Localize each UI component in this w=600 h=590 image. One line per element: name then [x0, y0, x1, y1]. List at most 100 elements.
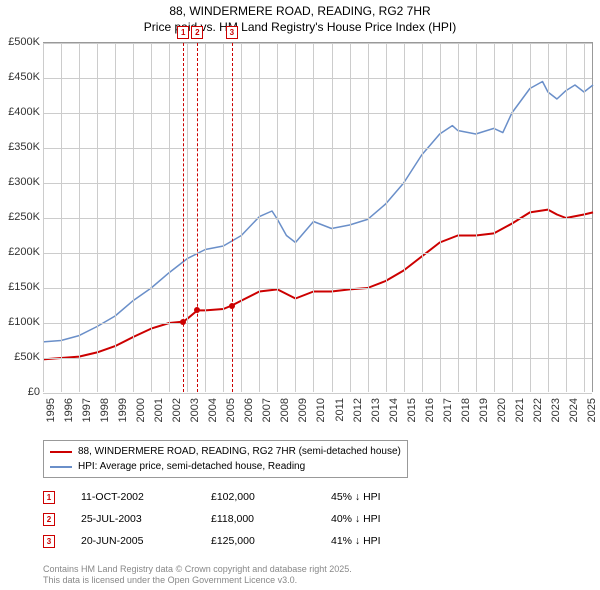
gridline-vertical — [43, 43, 44, 392]
sale-row: 3 20-JUN-2005£125,00041% ↓ HPI — [43, 530, 431, 552]
x-tick-label: 2000 — [135, 398, 147, 428]
y-tick-label: £350K — [0, 141, 40, 153]
y-tick-label: £300K — [0, 176, 40, 188]
sale-point — [180, 319, 186, 325]
gridline-vertical — [512, 43, 513, 392]
gridline-horizontal — [43, 393, 592, 394]
sale-row: 225-JUL-2003£118,00040% ↓ HPI — [43, 508, 431, 530]
x-tick-label: 2019 — [478, 398, 490, 428]
gridline-vertical — [115, 43, 116, 392]
plot-area — [43, 42, 593, 392]
y-tick-label: £450K — [0, 71, 40, 83]
gridline-vertical — [548, 43, 549, 392]
x-tick-label: 2002 — [171, 398, 183, 428]
x-tick-label: 2014 — [388, 398, 400, 428]
series-line-hpi — [43, 82, 593, 342]
x-tick-label: 2016 — [424, 398, 436, 428]
sale-price: £102,000 — [211, 491, 331, 503]
legend-label: 88, WINDERMERE ROAD, READING, RG2 7HR (s… — [78, 444, 401, 459]
x-tick-label: 2015 — [406, 398, 418, 428]
gridline-vertical — [584, 43, 585, 392]
gridline-horizontal — [43, 148, 592, 149]
x-tick-label: 2022 — [532, 398, 544, 428]
sale-point — [194, 307, 200, 313]
x-tick-label: 2005 — [225, 398, 237, 428]
sale-date: 25-JUL-2003 — [81, 513, 211, 525]
gridline-vertical — [151, 43, 152, 392]
legend-box: 88, WINDERMERE ROAD, READING, RG2 7HR (s… — [43, 440, 408, 478]
chart-container: 88, WINDERMERE ROAD, READING, RG2 7HR Pr… — [0, 0, 600, 590]
gridline-vertical — [187, 43, 188, 392]
sale-marker-badge: 1 — [177, 26, 189, 39]
sale-diff: 45% ↓ HPI — [331, 491, 431, 503]
gridline-vertical — [313, 43, 314, 392]
gridline-horizontal — [43, 43, 592, 44]
gridline-horizontal — [43, 288, 592, 289]
gridline-vertical — [241, 43, 242, 392]
sale-date: 20-JUN-2005 — [81, 535, 211, 547]
gridline-vertical — [259, 43, 260, 392]
footer-attribution: Contains HM Land Registry data © Crown c… — [43, 564, 352, 586]
legend-swatch — [50, 466, 72, 468]
sale-marker-badge: 2 — [191, 26, 203, 39]
sale-marker-line — [197, 43, 198, 392]
footer-line: Contains HM Land Registry data © Crown c… — [43, 564, 352, 575]
x-tick-label: 2006 — [243, 398, 255, 428]
gridline-horizontal — [43, 253, 592, 254]
gridline-vertical — [133, 43, 134, 392]
gridline-horizontal — [43, 323, 592, 324]
footer-line: This data is licensed under the Open Gov… — [43, 575, 352, 586]
x-tick-label: 2009 — [297, 398, 309, 428]
x-tick-label: 2020 — [496, 398, 508, 428]
x-tick-label: 2011 — [334, 398, 346, 428]
title-address: 88, WINDERMERE ROAD, READING, RG2 7HR — [0, 4, 600, 20]
gridline-vertical — [350, 43, 351, 392]
gridline-vertical — [295, 43, 296, 392]
y-tick-label: £200K — [0, 246, 40, 258]
gridline-vertical — [530, 43, 531, 392]
x-tick-label: 2025 — [586, 398, 598, 428]
sale-marker-line — [232, 43, 233, 392]
gridline-horizontal — [43, 113, 592, 114]
gridline-horizontal — [43, 183, 592, 184]
sales-table: 111-OCT-2002£102,00045% ↓ HPI225-JUL-200… — [43, 486, 431, 552]
gridline-vertical — [61, 43, 62, 392]
gridline-vertical — [97, 43, 98, 392]
x-tick-label: 2008 — [279, 398, 291, 428]
sale-price: £118,000 — [211, 513, 331, 525]
gridline-vertical — [277, 43, 278, 392]
sale-date: 11-OCT-2002 — [81, 491, 211, 503]
series-line-price_paid — [43, 210, 593, 360]
x-tick-label: 2001 — [153, 398, 165, 428]
title-subtitle: Price paid vs. HM Land Registry's House … — [0, 20, 600, 36]
sale-row-badge: 3 — [43, 535, 55, 548]
gridline-horizontal — [43, 358, 592, 359]
legend-swatch — [50, 451, 72, 453]
gridline-vertical — [79, 43, 80, 392]
y-tick-label: £100K — [0, 316, 40, 328]
sale-diff: 40% ↓ HPI — [331, 513, 431, 525]
chart-title: 88, WINDERMERE ROAD, READING, RG2 7HR Pr… — [0, 0, 600, 35]
legend-item: HPI: Average price, semi-detached house,… — [50, 459, 401, 474]
gridline-vertical — [494, 43, 495, 392]
y-tick-label: £500K — [0, 36, 40, 48]
y-tick-label: £150K — [0, 281, 40, 293]
x-tick-label: 2023 — [550, 398, 562, 428]
y-tick-label: £50K — [0, 351, 40, 363]
gridline-vertical — [440, 43, 441, 392]
sale-point — [229, 303, 235, 309]
x-tick-label: 2021 — [514, 398, 526, 428]
y-tick-label: £0 — [0, 386, 40, 398]
gridline-vertical — [386, 43, 387, 392]
sale-marker-badge: 3 — [226, 26, 238, 39]
sale-marker-line — [183, 43, 184, 392]
sale-price: £125,000 — [211, 535, 331, 547]
sale-diff: 41% ↓ HPI — [331, 535, 431, 547]
x-tick-label: 1997 — [81, 398, 93, 428]
x-tick-label: 2004 — [207, 398, 219, 428]
x-tick-label: 2018 — [460, 398, 472, 428]
x-tick-label: 1998 — [99, 398, 111, 428]
gridline-vertical — [458, 43, 459, 392]
gridline-vertical — [205, 43, 206, 392]
sale-row: 111-OCT-2002£102,00045% ↓ HPI — [43, 486, 431, 508]
